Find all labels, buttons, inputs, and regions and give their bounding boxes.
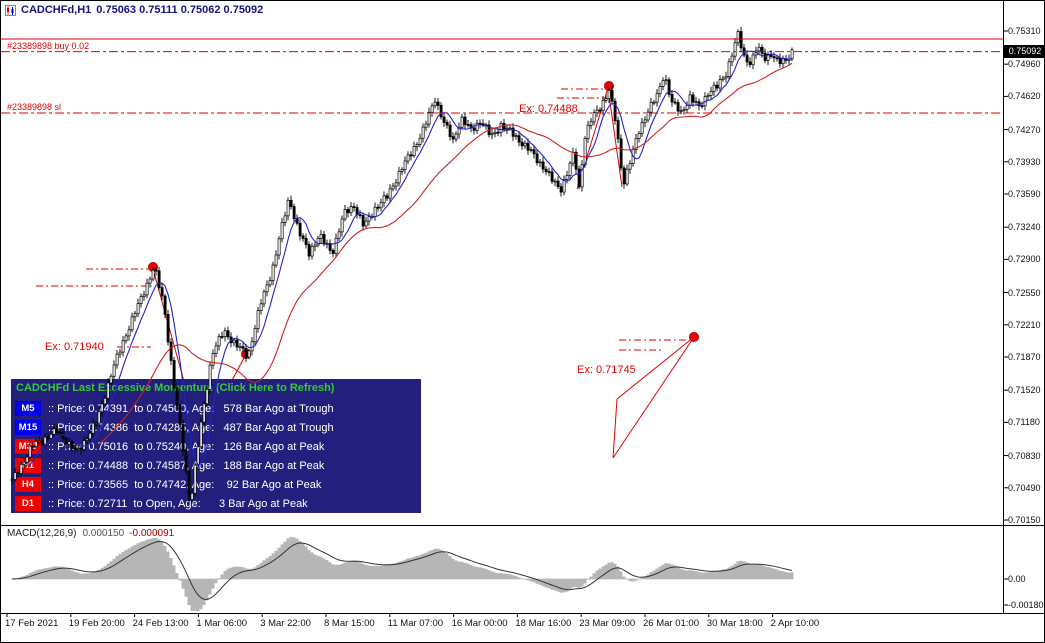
candles xyxy=(10,26,794,504)
timeframe-chip: H4 xyxy=(15,477,41,492)
momentum-row-text: :: Price: 0.72711 to Open, Age: 3 Bar Ag… xyxy=(48,497,308,510)
timeframe-chip: M30 xyxy=(15,439,41,454)
momentum-row-text: :: Price: 0.74386 to 0.74285, Age: 487 B… xyxy=(48,421,334,434)
momentum-row: M15:: Price: 0.74386 to 0.74285, Age: 48… xyxy=(15,418,421,437)
momentum-row-text: :: Price: 0.74488 to 0.74587, Age: 188 B… xyxy=(48,459,325,472)
momentum-row: H1:: Price: 0.74488 to 0.74587, Age: 188… xyxy=(15,456,421,475)
momentum-row-text: :: Price: 0.73565 to 0.74742, Age: 92 Ba… xyxy=(48,478,322,491)
timeframe-chip: M15 xyxy=(15,420,41,435)
momentum-panel-rows: M5:: Price: 0.74391 to 0.74500, Age: 578… xyxy=(11,399,421,513)
timeframe-chip: M5 xyxy=(15,401,41,416)
momentum-row: M5:: Price: 0.74391 to 0.74500, Age: 578… xyxy=(15,399,421,418)
momentum-row-text: :: Price: 0.74391 to 0.74500, Age: 578 B… xyxy=(48,402,334,415)
momentum-row: H4:: Price: 0.73565 to 0.74742, Age: 92 … xyxy=(15,475,421,494)
momentum-row: D1:: Price: 0.72711 to Open, Age: 3 Bar … xyxy=(15,494,421,513)
timeframe-chip: D1 xyxy=(15,496,41,511)
